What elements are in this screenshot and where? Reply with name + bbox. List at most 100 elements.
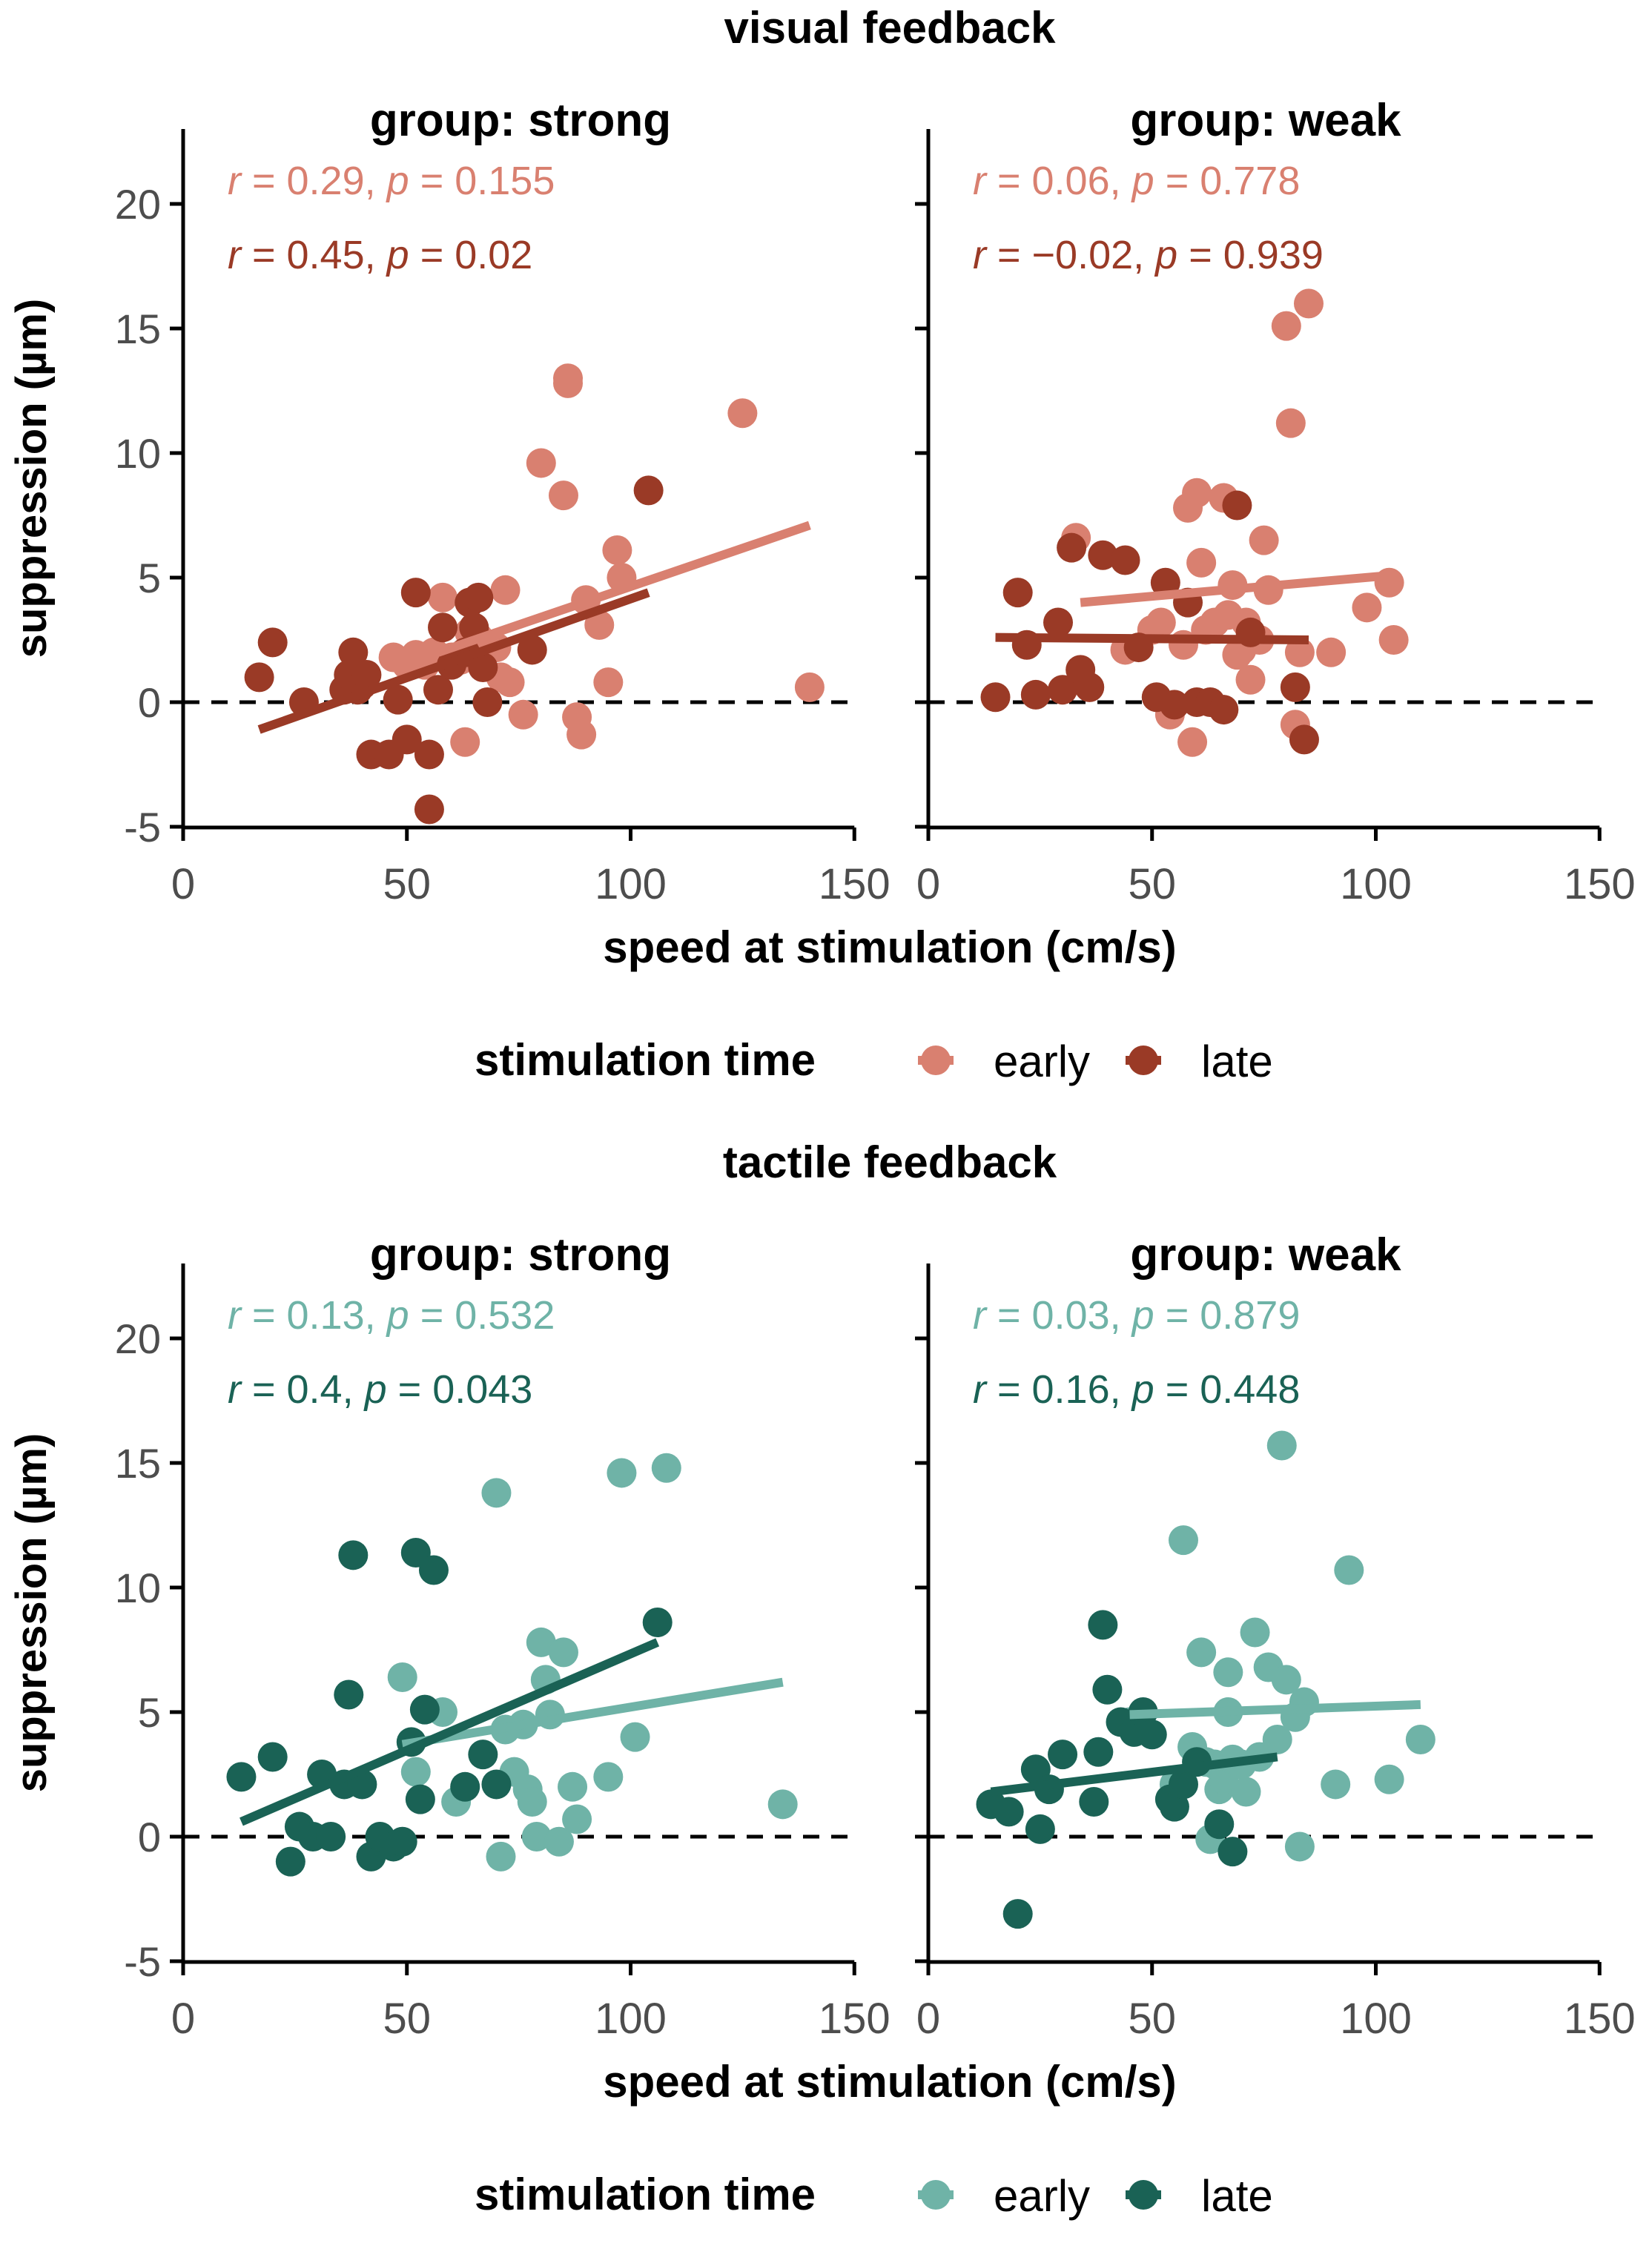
fit-line-early bbox=[1129, 1699, 1421, 1720]
x-tick-label: 100 bbox=[595, 860, 667, 908]
data-point-late bbox=[400, 578, 431, 608]
data-point-late bbox=[338, 1540, 369, 1570]
data-point-late bbox=[275, 1846, 305, 1877]
y-tick-label: 15 bbox=[115, 305, 161, 352]
x-tick-label: 150 bbox=[819, 1995, 891, 2043]
fit-line-early bbox=[437, 521, 811, 657]
data-point-late bbox=[633, 475, 664, 506]
y-tick-label: 0 bbox=[138, 679, 161, 726]
legend-label: late bbox=[1201, 2171, 1273, 2221]
stats-early: r = 0.06, p = 0.778 bbox=[973, 159, 1300, 203]
data-point-late bbox=[334, 1679, 364, 1710]
data-point-early bbox=[794, 672, 825, 702]
data-point-early bbox=[593, 1762, 624, 1792]
legend-item-early: early bbox=[918, 1037, 1090, 1086]
y-tick-label: -5 bbox=[124, 1938, 161, 1985]
data-point-early bbox=[1316, 637, 1347, 667]
data-point-late bbox=[257, 1742, 288, 1772]
data-point-late bbox=[1217, 1837, 1248, 1867]
data-point-early bbox=[490, 575, 521, 605]
data-point-late bbox=[1088, 540, 1118, 570]
panel-title: group: strong bbox=[370, 1229, 671, 1281]
y-axis-label: suppression (µm) bbox=[7, 1433, 56, 1793]
data-point-late bbox=[1110, 545, 1140, 575]
data-point-late bbox=[244, 662, 274, 693]
data-point-early bbox=[593, 667, 624, 698]
stats-early: r = 0.29, p = 0.155 bbox=[228, 159, 555, 203]
series-early bbox=[387, 1453, 798, 1872]
data-point-early bbox=[1284, 637, 1315, 667]
data-point-late bbox=[1209, 695, 1239, 725]
data-point-late bbox=[1168, 1769, 1198, 1800]
x-tick-label: 0 bbox=[171, 1995, 195, 2043]
data-point-early bbox=[1168, 1525, 1198, 1556]
fit-line-early bbox=[401, 1677, 784, 1749]
x-axis-label: speed at stimulation (cm/s) bbox=[603, 922, 1177, 972]
data-point-late bbox=[414, 794, 444, 825]
data-point-late bbox=[414, 739, 444, 770]
data-point-late bbox=[1222, 490, 1252, 521]
data-point-early bbox=[584, 610, 615, 640]
y-tick-label: 15 bbox=[115, 1440, 161, 1487]
data-point-early bbox=[566, 719, 597, 750]
data-point-late bbox=[428, 612, 458, 643]
data-point-early bbox=[517, 1786, 547, 1817]
data-point-late bbox=[1083, 1737, 1114, 1767]
data-point-early bbox=[508, 699, 538, 730]
data-point-early bbox=[1262, 1724, 1292, 1754]
data-point-late bbox=[418, 1555, 449, 1585]
y-tick-label: 20 bbox=[115, 181, 161, 228]
data-point-early bbox=[486, 1841, 516, 1872]
fit-line-late bbox=[995, 632, 1309, 644]
y-tick-label: 20 bbox=[115, 1315, 161, 1362]
data-point-late bbox=[1002, 578, 1033, 608]
data-point-early bbox=[767, 1789, 798, 1820]
y-tick-label: 5 bbox=[138, 1689, 161, 1736]
x-tick-label: 0 bbox=[171, 860, 195, 908]
fit-line-late bbox=[990, 1752, 1278, 1797]
data-point-early bbox=[481, 1478, 512, 1508]
data-point-late bbox=[1057, 532, 1087, 563]
data-point-early bbox=[727, 398, 758, 429]
data-point-early bbox=[526, 1627, 556, 1657]
data-point-late bbox=[1204, 1809, 1235, 1840]
y-tick-label: -5 bbox=[124, 804, 161, 850]
data-point-early bbox=[651, 1453, 681, 1483]
data-point-late bbox=[1159, 1791, 1189, 1822]
x-tick-label: 50 bbox=[1128, 860, 1176, 908]
data-point-late bbox=[1025, 1814, 1055, 1844]
data-point-early bbox=[1334, 1555, 1364, 1585]
data-point-late bbox=[1048, 1740, 1078, 1770]
data-point-early bbox=[428, 582, 458, 612]
legend: stimulation time early late bbox=[475, 2170, 1273, 2221]
x-tick-label: 150 bbox=[819, 860, 891, 908]
data-point-late bbox=[450, 1771, 480, 1802]
data-point-early bbox=[607, 1458, 637, 1488]
chart-0: visual feedback suppression (µm) speed at … bbox=[7, 3, 1636, 1086]
stats-early: r = 0.03, p = 0.879 bbox=[973, 1293, 1300, 1338]
y-tick-label: 10 bbox=[115, 1565, 161, 1611]
x-tick-label: 50 bbox=[383, 860, 431, 908]
legend-point-key bbox=[1129, 2180, 1158, 2210]
data-point-early bbox=[1235, 664, 1266, 695]
data-point-early bbox=[1213, 1657, 1243, 1688]
data-point-early bbox=[1186, 547, 1217, 578]
stats-late: r = −0.02, p = 0.939 bbox=[973, 233, 1324, 277]
data-point-late bbox=[980, 682, 1011, 713]
chart-title: visual feedback bbox=[724, 3, 1057, 53]
data-point-early bbox=[1293, 288, 1324, 319]
legend-point-key bbox=[921, 2180, 951, 2210]
y-tick-label: 10 bbox=[115, 430, 161, 477]
x-tick-label: 100 bbox=[1340, 1995, 1412, 2043]
data-point-late bbox=[226, 1762, 257, 1792]
panel-weak: group: weak 0 50 100 150 r = 0.06, p = 0.778 r… bbox=[915, 95, 1636, 908]
data-point-early bbox=[526, 448, 556, 478]
data-point-early bbox=[1240, 1617, 1270, 1648]
x-tick-label: 100 bbox=[1340, 860, 1412, 908]
data-point-early bbox=[562, 1804, 592, 1834]
x-tick-label: 150 bbox=[1564, 1995, 1636, 2043]
panel-title: group: weak bbox=[1130, 95, 1401, 146]
y-tick-label: 5 bbox=[138, 555, 161, 601]
data-point-early bbox=[1271, 1665, 1301, 1695]
data-point-late bbox=[1159, 690, 1189, 720]
